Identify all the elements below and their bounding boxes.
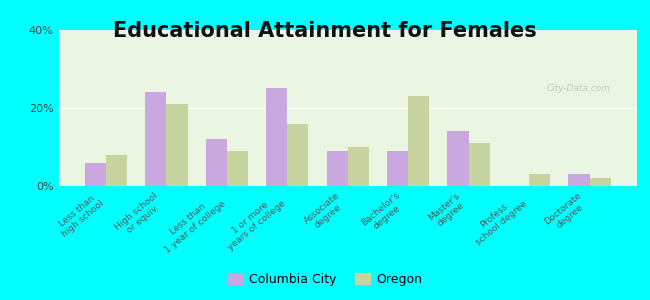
Bar [266, 88, 287, 186]
Bar [145, 92, 166, 186]
Bar [348, 147, 369, 186]
Bar [326, 151, 348, 186]
Legend: Columbia City, Oregon: Columbia City, Oregon [222, 268, 428, 291]
Bar [227, 151, 248, 186]
Bar [568, 174, 590, 186]
Bar [469, 143, 490, 186]
Bar [447, 131, 469, 186]
Bar [84, 163, 106, 186]
Text: Educational Attainment for Females: Educational Attainment for Females [113, 21, 537, 41]
Bar [387, 151, 408, 186]
Bar [287, 124, 309, 186]
Bar [408, 96, 430, 186]
Bar [106, 155, 127, 186]
Text: City-Data.com: City-Data.com [547, 84, 611, 93]
Bar [529, 174, 551, 186]
Bar [166, 104, 188, 186]
Bar [205, 139, 227, 186]
Bar [590, 178, 611, 186]
